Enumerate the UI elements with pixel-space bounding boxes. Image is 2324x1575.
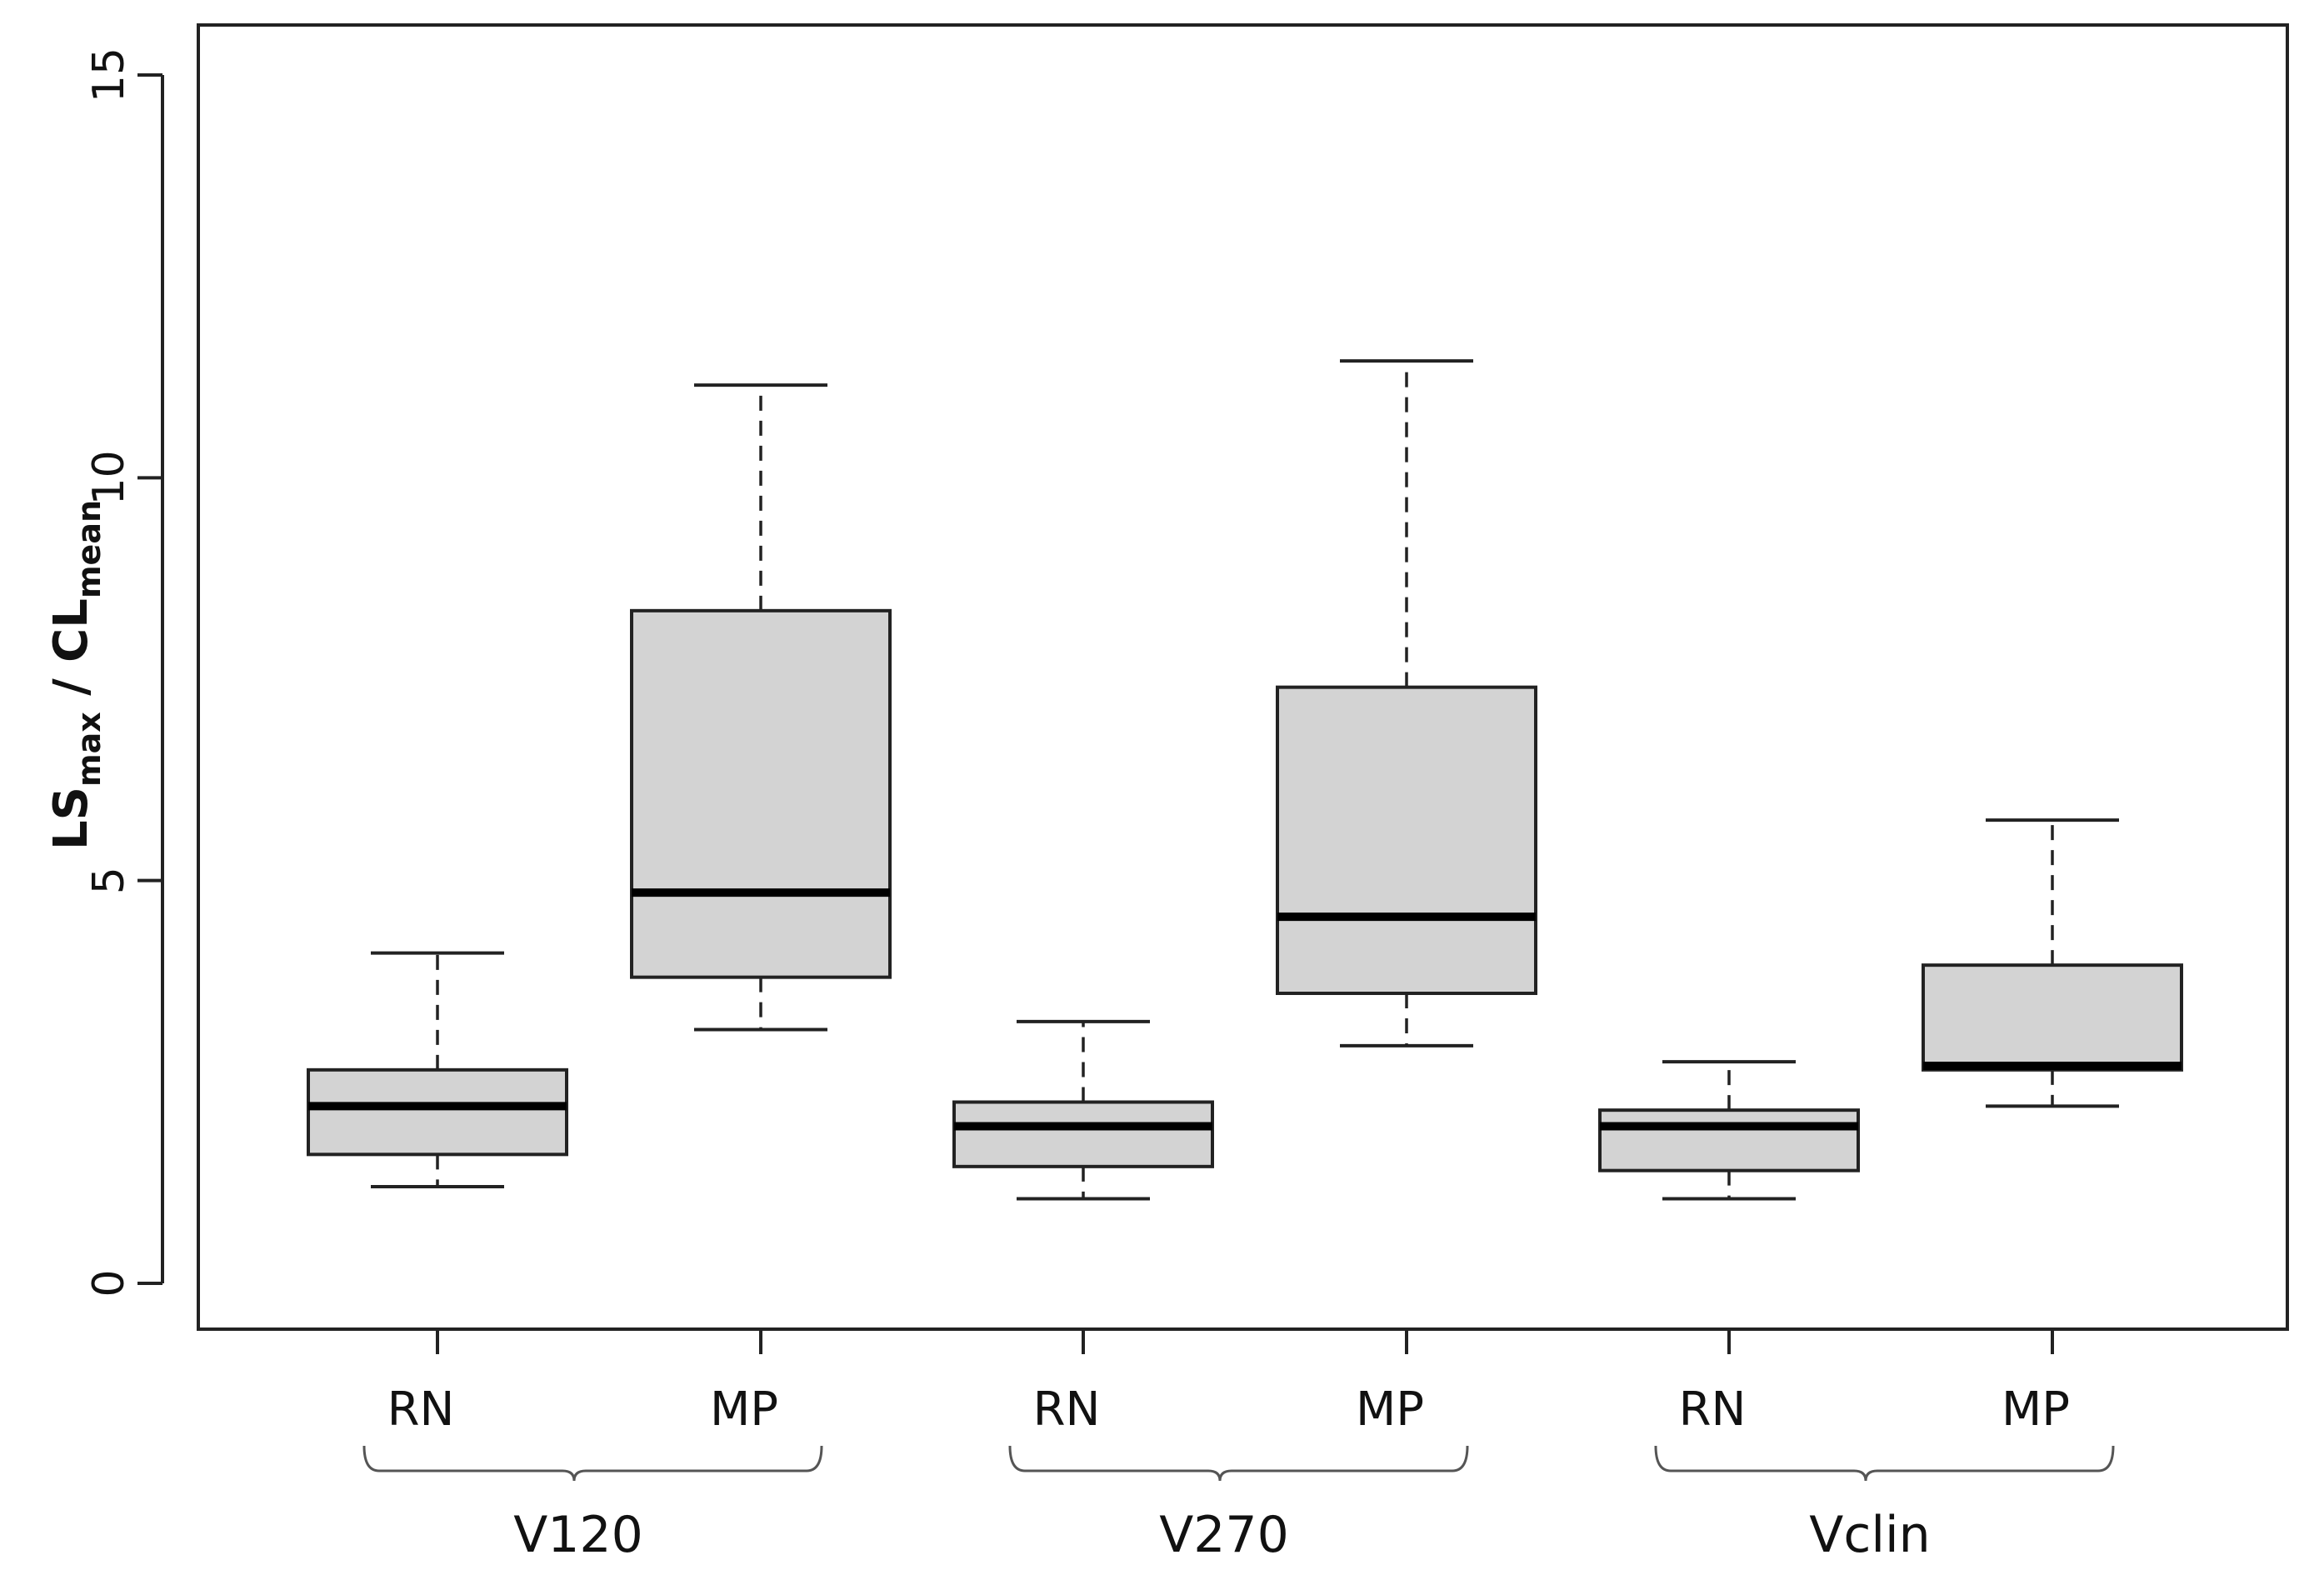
y-tick-label: 0 <box>84 1269 134 1297</box>
box-vclin-mp <box>1922 818 2183 1108</box>
box-v120-rn <box>307 951 568 1188</box>
x-tick-label: MP <box>1356 1382 1424 1437</box>
y-axis: 0 5 10 15 <box>84 48 164 1298</box>
box-v270-mp <box>1276 359 1537 1048</box>
x-tick-label: RN <box>387 1382 455 1437</box>
box-vclin-rn <box>1598 1060 1860 1201</box>
plot-frame <box>197 23 2289 1331</box>
y-tick-label: 15 <box>84 48 134 102</box>
y-axis-label: LSmax / CLmean <box>44 500 107 850</box>
x-tick-label: RN <box>1679 1382 1747 1437</box>
x-tick-label: MP <box>710 1382 778 1437</box>
iqr-box <box>630 608 892 979</box>
y-tick-label: 5 <box>84 867 134 894</box>
boxes <box>307 359 2183 1201</box>
group-bracket <box>362 1445 823 1482</box>
x-axis: RN MP RN MP RN MP <box>387 1329 2070 1437</box>
group-label: V120 <box>513 1506 643 1564</box>
group-bracket <box>1654 1445 2115 1482</box>
iqr-box <box>1922 963 2183 1072</box>
iqr-box <box>307 1068 568 1157</box>
group-label: V270 <box>1159 1506 1289 1564</box>
iqr-box <box>952 1100 1214 1168</box>
group-label: Vclin <box>1809 1506 1930 1564</box>
x-tick-label: MP <box>2002 1382 2070 1437</box>
group-labels: V120 V270 Vclin <box>362 1445 2115 1564</box>
x-tick-label: RN <box>1033 1382 1101 1437</box>
box-v270-rn <box>952 1019 1214 1201</box>
iqr-box <box>1598 1108 1860 1172</box>
iqr-box <box>1276 685 1537 996</box>
box-v120-mp <box>630 383 892 1032</box>
y-tick-label: 10 <box>84 450 134 505</box>
group-bracket <box>1008 1445 1469 1482</box>
